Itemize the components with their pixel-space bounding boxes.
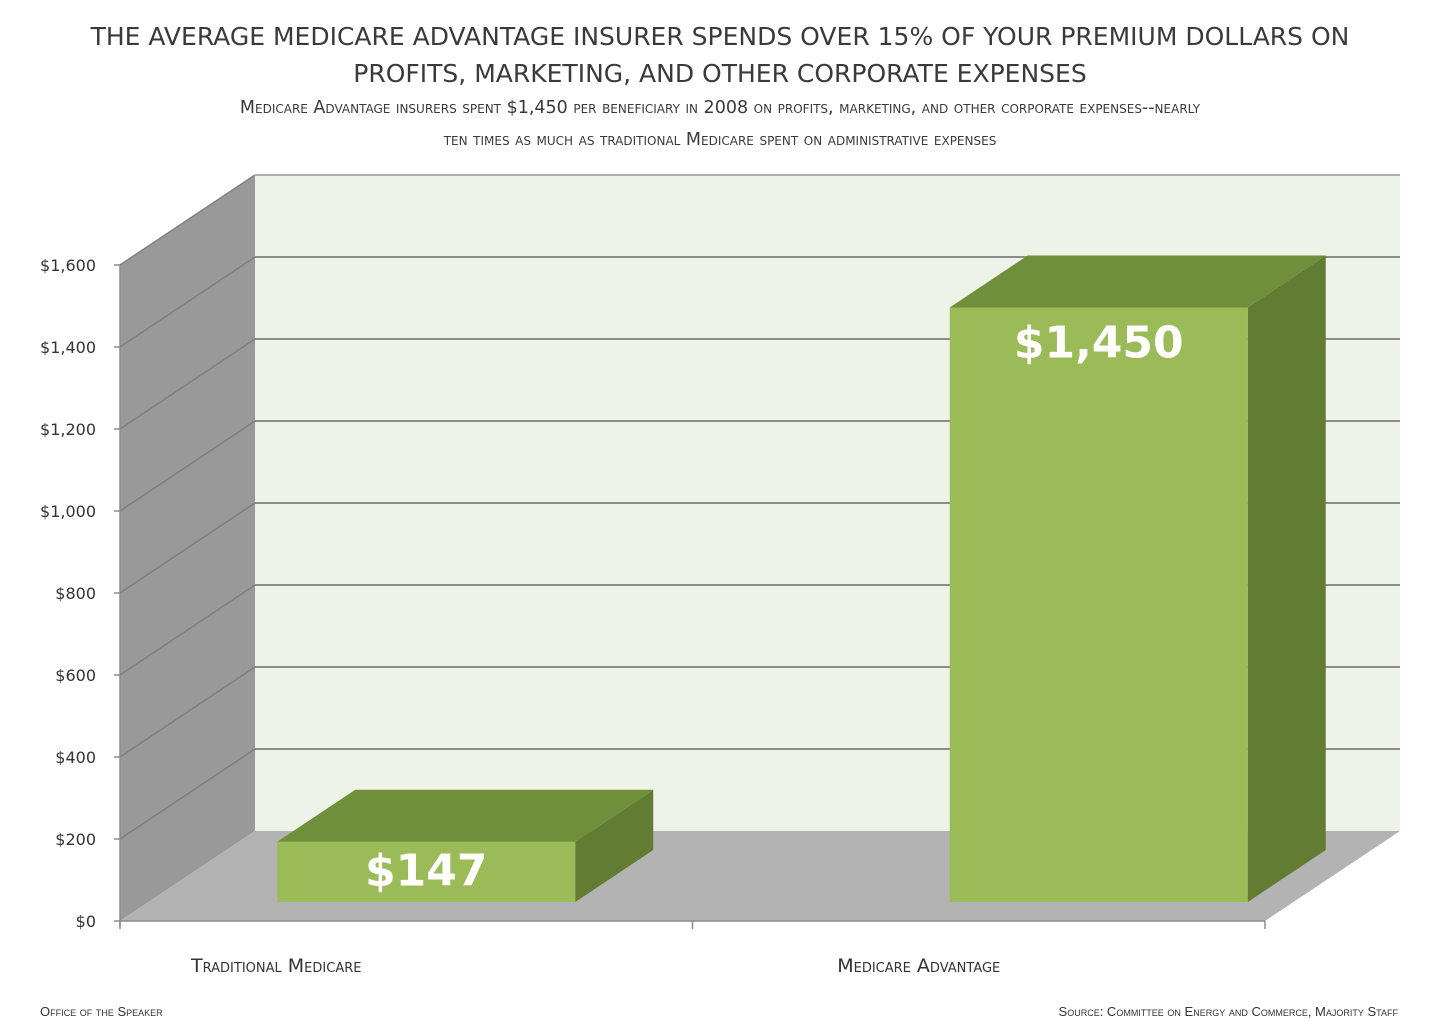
bar-top-face — [949, 255, 1326, 308]
gridline-side — [119, 420, 256, 512]
y-tick-label: $800 — [55, 584, 96, 603]
chart-title-line-2: PROFITS, MARKETING, AND OTHER CORPORATE … — [353, 59, 1087, 88]
chart-subtitle-line-2: ten times as much as traditional Medicar… — [443, 130, 997, 150]
gridline-side — [119, 256, 256, 348]
bar-top-face — [277, 789, 654, 842]
bar-2: $1,450 — [949, 255, 1326, 902]
bar-side-face — [575, 789, 654, 902]
y-tick-label: $600 — [55, 666, 96, 685]
bar-1: $147 — [277, 789, 654, 902]
y-tick-label: $1,600 — [40, 256, 96, 275]
x-category-label: Traditional Medicare — [190, 955, 361, 977]
gridline-side — [119, 174, 256, 266]
bar-data-label: $1,450 — [1014, 318, 1184, 369]
bar-front-face — [277, 841, 576, 902]
y-tick-label: $1,400 — [40, 338, 96, 357]
gridline-side — [119, 338, 256, 430]
x-category-label: Medicare Advantage — [837, 955, 1000, 977]
chart-subtitle-line-1: Medicare Advantage insurers spent $1,450… — [239, 98, 1201, 118]
gridline-side — [119, 502, 256, 594]
y-tick-label: $200 — [55, 830, 96, 849]
chart-subtitle: Medicare Advantage insurers spent $1,450… — [40, 92, 1400, 156]
footer-source: Source: Committee on Energy and Commerce… — [1058, 1004, 1398, 1019]
bar-data-label: $147 — [365, 846, 487, 897]
bar-side-face — [1247, 255, 1326, 902]
gridline-side — [119, 666, 256, 758]
y-tick-label: $0 — [76, 912, 96, 931]
bar-front-face — [949, 307, 1248, 902]
gridline-side — [119, 748, 256, 840]
y-tick-label: $1,200 — [40, 420, 96, 439]
gridline-side — [119, 584, 256, 676]
chart-title: THE AVERAGE MEDICARE ADVANTAGE INSURER S… — [0, 18, 1440, 92]
y-tick-label: $1,000 — [40, 502, 96, 521]
y-tick-label: $400 — [55, 748, 96, 767]
chart-title-line-1: THE AVERAGE MEDICARE ADVANTAGE INSURER S… — [90, 22, 1350, 51]
footer-credit: Office of the Speaker — [40, 1004, 163, 1019]
